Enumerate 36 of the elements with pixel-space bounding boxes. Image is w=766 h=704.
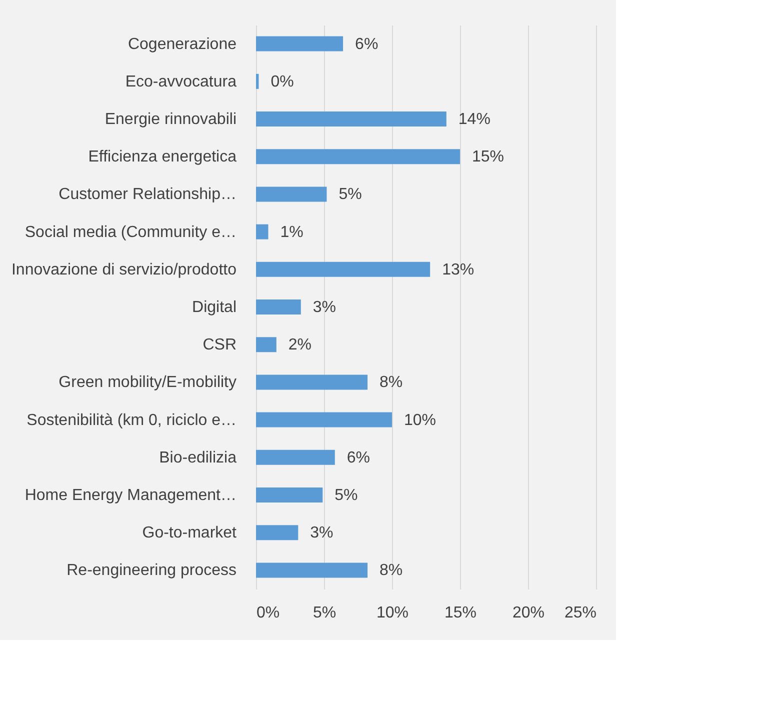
y-tick-label: Innovazione di servizio/prodotto (11, 261, 237, 278)
x-tick-label: 15% (444, 604, 477, 622)
x-tick-label: 10% (376, 604, 409, 622)
y-tick-label: Customer Relationship… (58, 186, 236, 204)
data-label: 10% (404, 412, 436, 429)
x-tick-label: 25% (564, 604, 596, 622)
data-label: 0% (270, 73, 294, 90)
data-label: 15% (472, 148, 504, 166)
y-tick-label: CSR (202, 336, 236, 354)
data-label: 6% (346, 449, 370, 466)
y-tick-label: Green mobility/E-mobility (58, 374, 236, 392)
y-tick-label: Digital (192, 299, 236, 316)
y-tick-label: Efficienza energetica (88, 148, 237, 166)
y-tick-label: Social media (Community e… (24, 224, 236, 241)
y-tick-label: Eco-avvocatura (125, 73, 237, 90)
data-label: 5% (334, 487, 358, 504)
x-tick-label: 0% (256, 604, 280, 622)
x-tick-label: 5% (312, 604, 336, 622)
data-label: 1% (280, 224, 304, 241)
data-label: 5% (338, 186, 362, 204)
data-label: 13% (442, 261, 474, 278)
y-tick-label: Cogenerazione (128, 36, 237, 53)
x-tick-label: 20% (512, 604, 545, 622)
data-label: 6% (355, 36, 378, 53)
data-label: 3% (312, 299, 336, 316)
data-label: 14% (458, 111, 490, 128)
data-label: 2% (288, 336, 312, 354)
y-tick-label: Go-to-market (142, 524, 238, 542)
data-label: 8% (380, 374, 403, 392)
y-tick-label: Energie rinnovabili (104, 111, 236, 128)
y-tick-label: Re-engineering process (66, 562, 236, 580)
data-label: 3% (310, 524, 334, 542)
y-tick-label: Sostenibilità (km 0, riciclo e… (26, 412, 236, 429)
data-label: 8% (380, 562, 403, 580)
y-tick-label: Home Energy Management… (24, 487, 236, 504)
y-tick-label: Bio-edilizia (159, 449, 237, 466)
